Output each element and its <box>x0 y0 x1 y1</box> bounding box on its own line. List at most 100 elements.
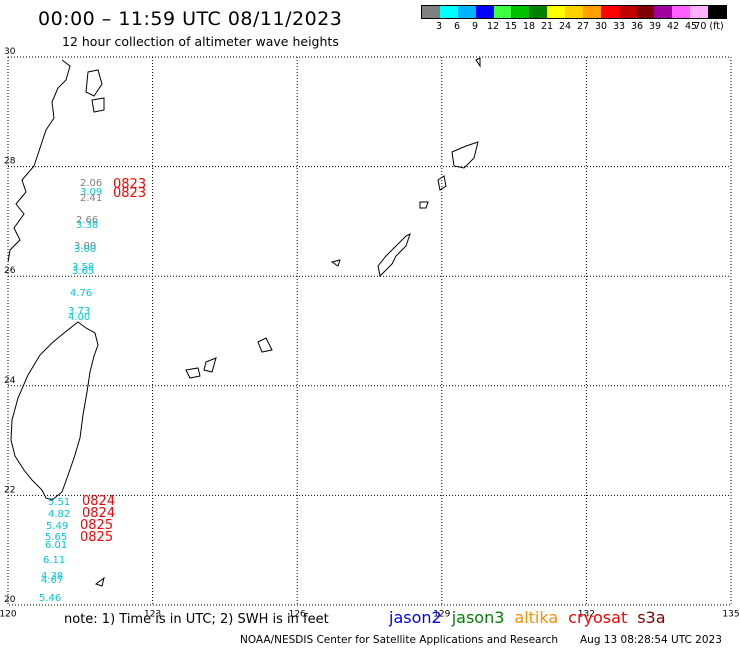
legend-label: 27 <box>576 21 590 32</box>
island-outline <box>257 337 273 353</box>
satellite-label-jason2: jason2 <box>389 608 442 627</box>
satellite-key: jason2 jason3 altika cryosat s3a <box>389 608 676 627</box>
wave-height-value: 2.66 <box>76 215 98 226</box>
island-outline <box>91 97 105 113</box>
satellite-label-s3a: s3a <box>637 608 666 627</box>
wave-height-value: 3.00 <box>74 241 96 252</box>
island-outline <box>85 69 103 97</box>
legend-swatch <box>547 6 565 18</box>
wave-height-value: 3.00 <box>74 244 96 255</box>
pass-time-label: 0823 <box>113 186 146 201</box>
island-outline <box>203 357 217 373</box>
legend-swatch <box>529 6 548 18</box>
island-outline <box>419 201 429 209</box>
legend-label: 33 <box>612 21 626 32</box>
taiwan-coastline <box>10 321 99 501</box>
latitude-tick-label: 30 <box>4 47 16 57</box>
legend-label: 42 <box>666 21 680 32</box>
wave-height-value: 4.76 <box>70 288 92 299</box>
map-grid <box>8 57 731 605</box>
legend-label: 18 <box>522 21 536 32</box>
legend-label: 3 <box>435 21 443 32</box>
legend-swatch <box>636 6 655 18</box>
wave-height-value: 3.58 <box>72 262 94 273</box>
legend-swatch <box>672 6 691 18</box>
legend-label: 12 <box>486 21 500 32</box>
coastlines <box>7 57 481 587</box>
legend-label: 9 <box>471 21 479 32</box>
legend-swatch <box>511 6 530 18</box>
wave-height-observations: 2.063.092.412.663.383.003.003.583.654.76… <box>39 178 102 604</box>
legend-swatch <box>600 6 619 18</box>
legend-swatch <box>439 6 458 18</box>
legend-labels: 3 6 9 12 15 18 21 24 27 30 33 36 39 42 45 70 (ft) <box>421 19 727 33</box>
wave-height-value: 6.01 <box>45 540 67 551</box>
longitude-labels: 120 123 126 129 132 135 <box>0 610 740 620</box>
island-outline <box>475 57 481 68</box>
wave-height-value: 2.06 <box>80 178 102 189</box>
pass-time-label: 0824 <box>82 494 115 509</box>
wave-height-legend: 3 6 9 12 15 18 21 24 27 30 33 36 39 42 45 70 (ft) <box>421 5 727 33</box>
legend-swatch <box>493 6 512 18</box>
legend-swatch <box>708 6 726 18</box>
legend-label: 6 <box>453 21 461 32</box>
legend-label: 45 <box>684 21 698 32</box>
legend-label: 30 <box>594 21 608 32</box>
wave-height-value: 3.09 <box>80 187 102 198</box>
wave-height-value: 5.51 <box>48 497 70 508</box>
legend-label: 15 <box>504 21 518 32</box>
legend-swatch <box>475 6 494 18</box>
legend-label: 70 (ft) <box>694 21 724 32</box>
longitude-tick-label: 135 <box>722 610 739 620</box>
longitude-tick-label: 129 <box>433 610 450 620</box>
island-outline <box>330 259 341 267</box>
pass-time-label: 0825 <box>80 518 113 533</box>
wave-height-value: 3.65 <box>72 266 94 277</box>
satellite-label-jason3: jason3 <box>451 608 505 627</box>
wave-height-value: 5.46 <box>39 593 61 604</box>
latitude-labels: 30 28 26 24 22 20 <box>4 47 16 605</box>
legend-label: 39 <box>648 21 662 32</box>
credit-line: NOAA/NESDIS Center for Satellite Applica… <box>240 634 558 646</box>
satellite-label-cryosat: cryosat <box>568 608 628 627</box>
island-outline <box>451 141 479 169</box>
latitude-tick-label: 26 <box>4 266 16 276</box>
wave-height-value: 3.38 <box>76 220 98 231</box>
legend-swatch <box>457 6 476 18</box>
wave-height-value: 5.49 <box>46 521 68 532</box>
satellite-label-altika: altika <box>514 608 559 627</box>
legend-label: 36 <box>630 21 644 32</box>
longitude-tick-label: 120 <box>0 610 17 620</box>
longitude-tick-label: 123 <box>144 610 161 620</box>
legend-swatch <box>618 6 637 18</box>
page-title: 00:00 – 11:59 UTC 08/11/2023 <box>38 8 343 30</box>
legend-label: 21 <box>540 21 554 32</box>
legend-swatch <box>582 6 601 18</box>
latitude-tick-label: 24 <box>4 376 16 386</box>
china-coastline <box>7 59 71 263</box>
okinawa-outline <box>377 233 411 278</box>
wave-height-value: 6.11 <box>43 555 65 566</box>
latitude-tick-label: 28 <box>4 157 16 167</box>
pass-time-label: 0823 <box>113 177 146 192</box>
latitude-tick-label: 20 <box>4 595 16 605</box>
pass-time-label: 0824 <box>82 506 115 521</box>
legend-color-bar <box>421 5 727 19</box>
legend-swatch <box>690 6 708 18</box>
island-outline <box>185 367 201 379</box>
wave-height-value: 4.82 <box>48 509 70 520</box>
wave-height-value: 5.65 <box>45 532 67 543</box>
map-frame <box>7 56 732 606</box>
map-border <box>7 56 732 606</box>
longitude-tick-label: 126 <box>289 610 306 620</box>
legend-swatch <box>654 6 673 18</box>
page-subtitle: 12 hour collection of altimeter wave hei… <box>62 34 339 49</box>
pass-time-label: 0825 <box>80 530 113 545</box>
wave-height-value: 4.38 <box>41 571 63 582</box>
legend-swatch <box>565 6 583 18</box>
longitude-tick-label: 132 <box>578 610 595 620</box>
island-outline <box>94 576 105 587</box>
wave-height-value: 4.00 <box>68 312 90 323</box>
